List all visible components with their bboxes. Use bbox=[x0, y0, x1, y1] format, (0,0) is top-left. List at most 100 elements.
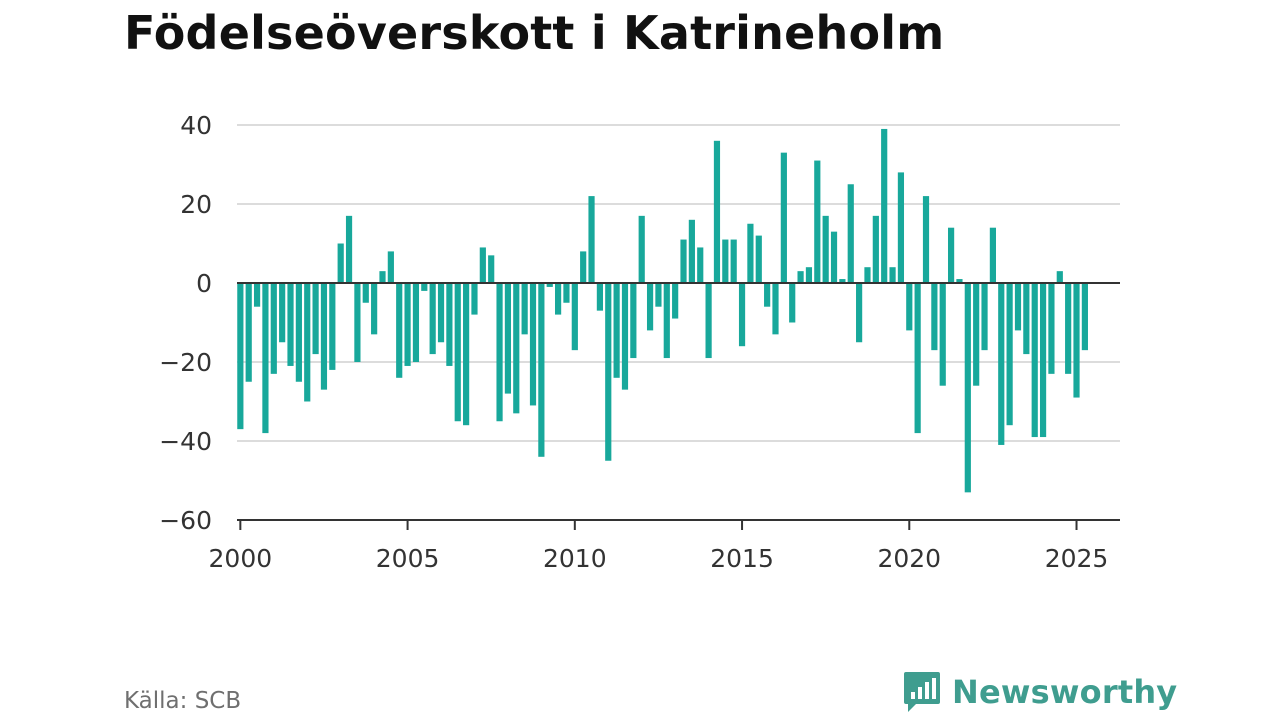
bar bbox=[270, 283, 277, 374]
bar bbox=[881, 128, 888, 283]
bar bbox=[471, 283, 478, 315]
bar bbox=[262, 283, 269, 434]
bar bbox=[546, 283, 553, 287]
bar bbox=[780, 152, 787, 283]
bar bbox=[805, 267, 813, 283]
bar bbox=[287, 283, 294, 366]
y-tick-label: 20 bbox=[180, 190, 212, 219]
bar bbox=[914, 283, 921, 434]
bar bbox=[621, 283, 629, 390]
bar bbox=[1056, 271, 1063, 283]
bar bbox=[429, 283, 436, 355]
bar bbox=[404, 283, 411, 366]
bar bbox=[939, 283, 946, 386]
bar bbox=[981, 283, 988, 351]
bar bbox=[797, 271, 804, 283]
bar bbox=[421, 283, 428, 291]
bar bbox=[822, 215, 829, 283]
y-tick-label: −20 bbox=[159, 348, 212, 377]
bar bbox=[638, 215, 645, 283]
bar bbox=[964, 283, 971, 493]
bar bbox=[655, 283, 662, 307]
x-tick-label: 2020 bbox=[877, 544, 941, 573]
bar bbox=[906, 283, 913, 331]
bar bbox=[354, 283, 361, 362]
bar bbox=[747, 223, 754, 283]
x-tick-label: 2015 bbox=[710, 544, 774, 573]
bar bbox=[646, 283, 654, 331]
bar bbox=[295, 283, 302, 382]
bar bbox=[329, 283, 336, 370]
bar bbox=[312, 283, 319, 355]
bar bbox=[580, 251, 587, 283]
chart-title: Födelseöverskott i Katrineholm bbox=[124, 6, 945, 60]
bar bbox=[663, 283, 670, 359]
bars bbox=[237, 128, 1088, 493]
x-tick-label: 2000 bbox=[209, 544, 273, 573]
bar bbox=[454, 283, 461, 422]
bar bbox=[529, 283, 537, 406]
bar bbox=[1006, 283, 1013, 426]
brand-name: Newsworthy bbox=[952, 673, 1178, 711]
bar bbox=[1014, 283, 1022, 331]
bar bbox=[387, 251, 394, 283]
y-tick-label: 0 bbox=[196, 269, 212, 298]
bar bbox=[722, 239, 729, 283]
x-tick-labels: 2000 2005 2010 2015 2020 2025 bbox=[209, 544, 1109, 573]
bar bbox=[379, 271, 386, 283]
bar bbox=[705, 283, 712, 359]
bar bbox=[488, 255, 495, 283]
bar bbox=[697, 247, 704, 283]
bar bbox=[596, 283, 603, 311]
bar bbox=[253, 283, 261, 307]
bar bbox=[922, 196, 930, 283]
bar bbox=[889, 267, 896, 283]
newsworthy-logo-icon bbox=[904, 672, 940, 712]
brand-logo[interactable]: Newsworthy bbox=[902, 670, 1177, 714]
bar bbox=[237, 283, 244, 430]
bar bbox=[613, 283, 620, 378]
bar bbox=[554, 283, 562, 315]
bar bbox=[320, 283, 328, 390]
bar bbox=[446, 283, 453, 366]
bar bbox=[521, 283, 528, 335]
bar bbox=[680, 239, 687, 283]
bar bbox=[538, 283, 545, 457]
bar bbox=[437, 283, 445, 343]
bar bbox=[605, 283, 612, 461]
bar bbox=[897, 172, 905, 283]
bar bbox=[789, 283, 796, 323]
bar bbox=[630, 283, 637, 359]
bar bbox=[764, 283, 771, 307]
bar bbox=[1048, 283, 1055, 374]
y-tick-label: −60 bbox=[159, 506, 212, 535]
bar bbox=[931, 283, 938, 351]
bar bbox=[396, 283, 403, 378]
bar-chart: 40 20 0 −20 −40 −60 2000 2005 2010 2015 2020 2025 bbox=[159, 111, 1120, 573]
bar bbox=[304, 283, 311, 402]
axes bbox=[237, 282, 1120, 530]
y-tick-label: −40 bbox=[159, 427, 212, 456]
bar bbox=[856, 283, 863, 343]
bar bbox=[730, 239, 737, 283]
bar bbox=[412, 283, 420, 362]
bar bbox=[1073, 283, 1080, 398]
bar bbox=[588, 196, 595, 283]
bar bbox=[563, 283, 570, 303]
bar bbox=[864, 267, 871, 283]
bar bbox=[362, 283, 369, 303]
bar bbox=[847, 184, 854, 283]
bar bbox=[688, 219, 695, 283]
x-tick-label: 2010 bbox=[543, 544, 607, 573]
bar bbox=[772, 283, 779, 335]
bar bbox=[1081, 283, 1088, 351]
bar bbox=[672, 283, 679, 319]
bar bbox=[830, 231, 838, 283]
bar bbox=[973, 283, 980, 386]
bar bbox=[496, 283, 503, 422]
bar bbox=[337, 243, 344, 283]
bar bbox=[513, 283, 520, 414]
bar bbox=[738, 283, 746, 347]
bar bbox=[1039, 283, 1047, 438]
bar bbox=[463, 283, 470, 426]
